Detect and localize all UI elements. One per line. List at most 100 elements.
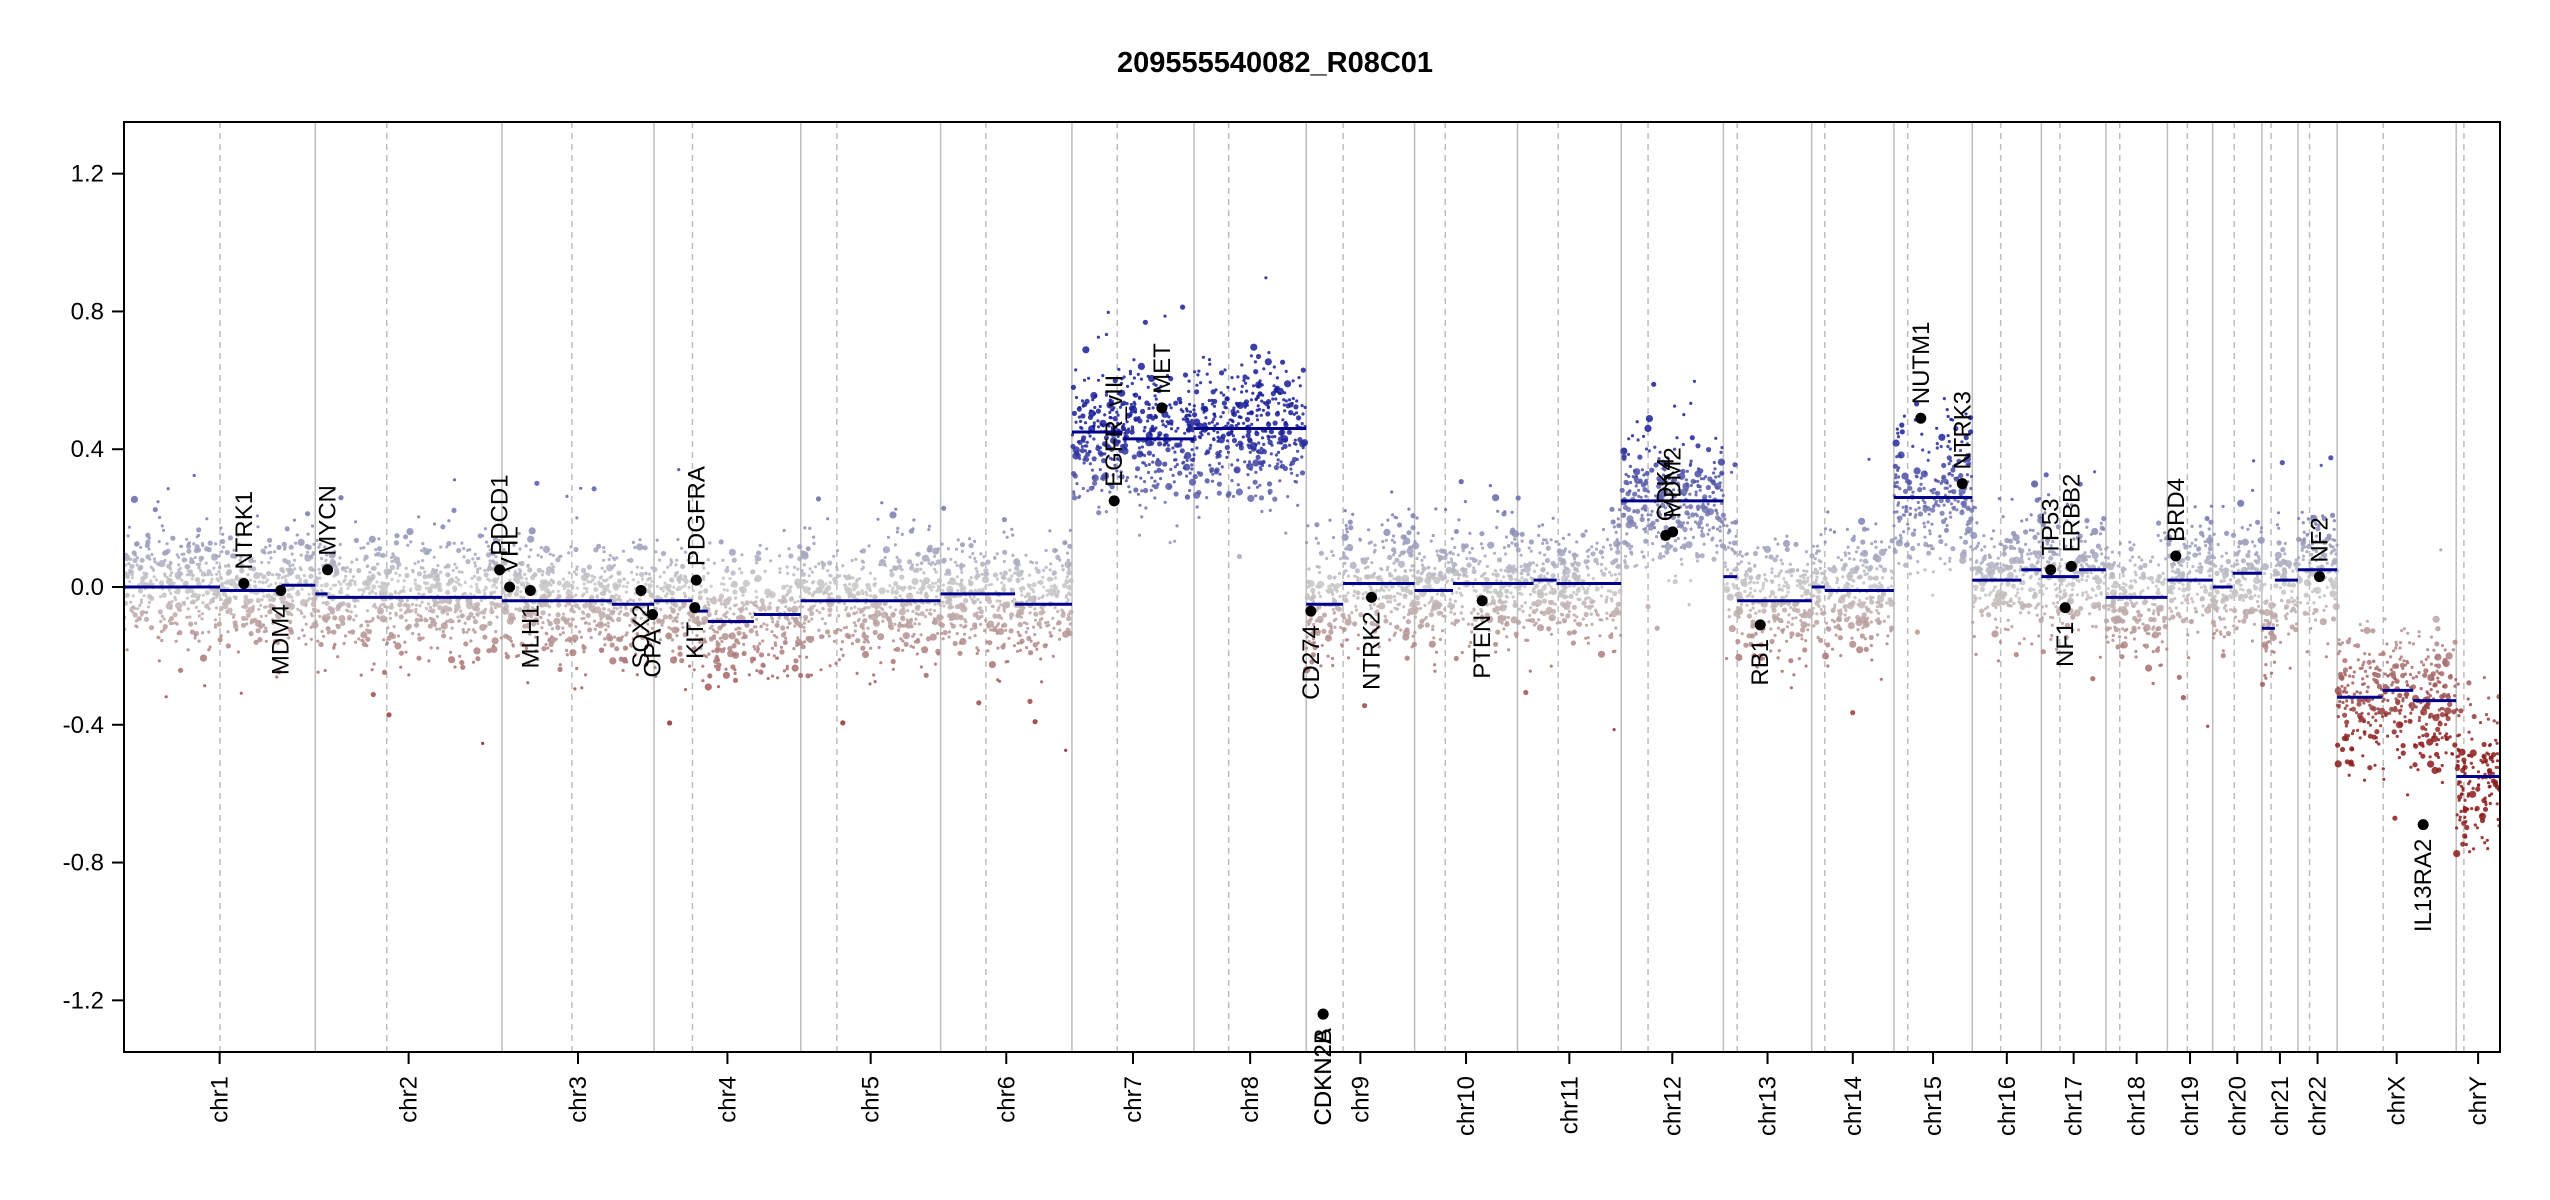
probe-point [453, 588, 458, 592]
probe-point [228, 597, 232, 601]
probe-point [771, 620, 775, 624]
probe-point [475, 604, 479, 608]
probe-point [888, 605, 892, 609]
probe-point [744, 600, 750, 606]
probe-point [1037, 596, 1041, 601]
probe-point [503, 593, 507, 598]
probe-point [1160, 419, 1164, 423]
probe-point [1247, 486, 1251, 490]
probe-point [375, 580, 379, 584]
probe-point [212, 596, 216, 600]
probe-point [229, 612, 233, 616]
probe-point [356, 568, 362, 574]
probe-point [1049, 584, 1053, 588]
probe-point [437, 604, 443, 611]
probe-point [868, 571, 873, 575]
probe-point [1236, 401, 1244, 409]
probe-point [177, 563, 181, 567]
probe-point [455, 566, 459, 570]
probe-point [255, 514, 259, 518]
probe-point [558, 633, 562, 637]
probe-point [341, 566, 345, 570]
probe-point [234, 595, 238, 599]
probe-point [631, 637, 635, 641]
probe-point [371, 584, 377, 590]
probe-point [677, 468, 681, 472]
probe-point [417, 632, 421, 637]
probe-point [909, 565, 915, 571]
probe-point [275, 675, 279, 679]
probe-point [1306, 524, 1310, 528]
probe-point [944, 599, 951, 605]
probe-point [1060, 564, 1064, 568]
probe-point [971, 552, 975, 556]
probe-point [368, 591, 372, 596]
probe-point [702, 637, 707, 641]
probe-point [1240, 384, 1244, 388]
probe-point [357, 637, 361, 641]
probe-point [125, 648, 129, 652]
probe-point [1216, 453, 1222, 459]
probe-point [392, 554, 396, 558]
probe-point [1272, 420, 1278, 426]
probe-point [404, 566, 408, 571]
probe-point [144, 610, 148, 615]
probe-point [774, 622, 780, 628]
probe-point [1042, 585, 1046, 589]
probe-point [223, 581, 227, 585]
probe-point [934, 595, 939, 599]
probe-point [1381, 539, 1385, 544]
probe-point [761, 639, 765, 643]
probe-point [347, 630, 351, 634]
probe-point [221, 591, 227, 597]
probe-point [811, 636, 815, 640]
probe-point [1117, 367, 1121, 371]
probe-point [126, 534, 130, 538]
probe-point [662, 614, 669, 620]
probe-point [1288, 443, 1292, 447]
probe-point [420, 549, 424, 553]
probe-point [1017, 622, 1023, 628]
probe-point [1546, 626, 1552, 632]
probe-point [393, 540, 399, 546]
probe-point [657, 630, 662, 634]
probe-point [1150, 476, 1154, 480]
probe-point [1183, 455, 1187, 459]
probe-point [1055, 595, 1059, 599]
probe-point [469, 585, 473, 589]
probe-point [682, 632, 688, 638]
probe-point [1251, 384, 1256, 388]
probe-point [299, 553, 303, 557]
probe-point [186, 548, 192, 554]
probe-point [506, 592, 512, 598]
probe-point [728, 548, 737, 556]
probe-point [245, 617, 249, 621]
chart-title: 209555540082_R08C01 [1117, 47, 1433, 79]
probe-point [1339, 625, 1343, 630]
probe-point [515, 552, 519, 556]
probe-point [684, 550, 688, 554]
probe-point [546, 646, 550, 650]
probe-point [654, 606, 658, 611]
probe-point [593, 586, 599, 593]
probe-point [586, 580, 590, 584]
probe-point [1190, 429, 1195, 433]
probe-point [1341, 533, 1349, 542]
probe-point [512, 577, 517, 581]
probe-point [835, 549, 840, 553]
probe-point [551, 589, 555, 594]
probe-point [306, 599, 310, 603]
probe-point [1423, 603, 1427, 608]
probe-point [329, 630, 333, 634]
probe-point [612, 563, 616, 567]
probe-point [1077, 415, 1081, 419]
probe-point [624, 607, 628, 611]
probe-point [1267, 351, 1271, 355]
probe-point [393, 589, 397, 594]
probe-point [1028, 650, 1034, 656]
probe-point [889, 572, 895, 578]
probe-point [1586, 604, 1593, 610]
probe-point [136, 556, 140, 560]
probe-point [688, 555, 692, 560]
probe-point [1461, 549, 1465, 553]
